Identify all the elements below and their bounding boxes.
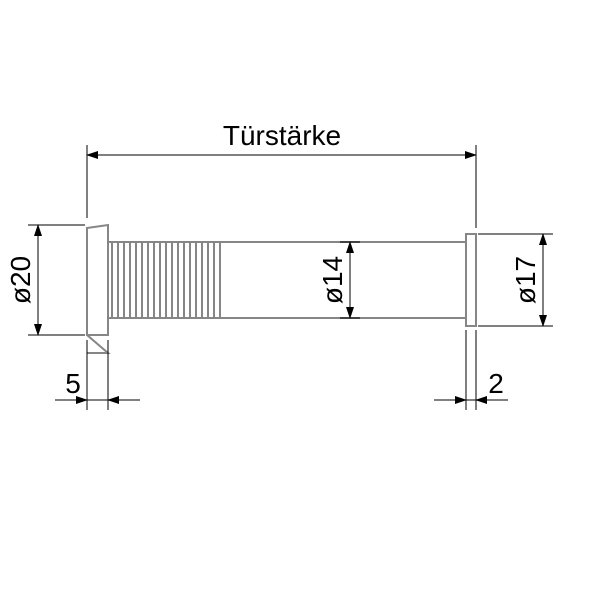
dim-2: 2 (488, 368, 504, 399)
dim-5: 5 (65, 368, 81, 399)
dim-d17: ø17 (510, 256, 541, 304)
span-label: Türstärke (223, 120, 341, 151)
dim-d14: ø14 (317, 256, 348, 304)
dim-d20: ø20 (5, 256, 36, 304)
